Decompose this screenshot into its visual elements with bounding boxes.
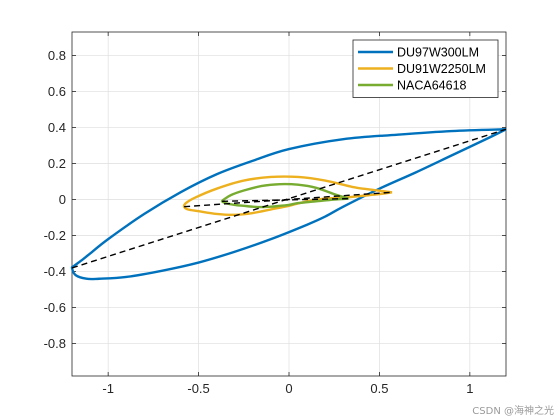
legend: DU97W300LM DU91W2250LM NACA64618 bbox=[352, 39, 499, 98]
series-line-du97w300lm bbox=[70, 128, 507, 281]
series-line-naca64618 bbox=[220, 182, 350, 209]
x-tick-label: -0.5 bbox=[187, 381, 209, 396]
y-tick-label: 0.6 bbox=[48, 84, 66, 99]
legend-label: DU97W300LM bbox=[397, 46, 479, 60]
legend-label: NACA64618 bbox=[397, 79, 467, 93]
x-tick-label: 0.5 bbox=[370, 381, 388, 396]
chord-line bbox=[184, 191, 393, 208]
y-tick-label: -0.8 bbox=[44, 336, 66, 351]
y-tick-label: 0.4 bbox=[48, 120, 66, 135]
axis-ticks: -1 -0.5 0 0.5 1 0.8 0.6 0.4 0.2 0 -0.2 -0.4 -0.6 -0.8 bbox=[44, 32, 506, 396]
x-tick-label: 1 bbox=[466, 381, 473, 396]
x-tick-label: 0 bbox=[285, 381, 292, 396]
grid-lines bbox=[72, 32, 506, 376]
series-line-du91w2250lm bbox=[182, 175, 393, 217]
y-tick-label: 0 bbox=[59, 192, 66, 207]
series-layer bbox=[70, 128, 507, 281]
y-tick-label: 0.8 bbox=[48, 48, 66, 63]
chord-line bbox=[222, 197, 349, 202]
y-tick-label: 0.2 bbox=[48, 156, 66, 171]
watermark: CSDN @海神之光 bbox=[472, 406, 554, 417]
y-tick-label: -0.2 bbox=[44, 228, 66, 243]
y-tick-label: -0.6 bbox=[44, 300, 66, 315]
chord-line bbox=[71, 128, 507, 269]
x-tick-label: -1 bbox=[102, 381, 114, 396]
legend-label: DU91W2250LM bbox=[397, 62, 486, 76]
y-tick-label: -0.4 bbox=[44, 264, 66, 279]
